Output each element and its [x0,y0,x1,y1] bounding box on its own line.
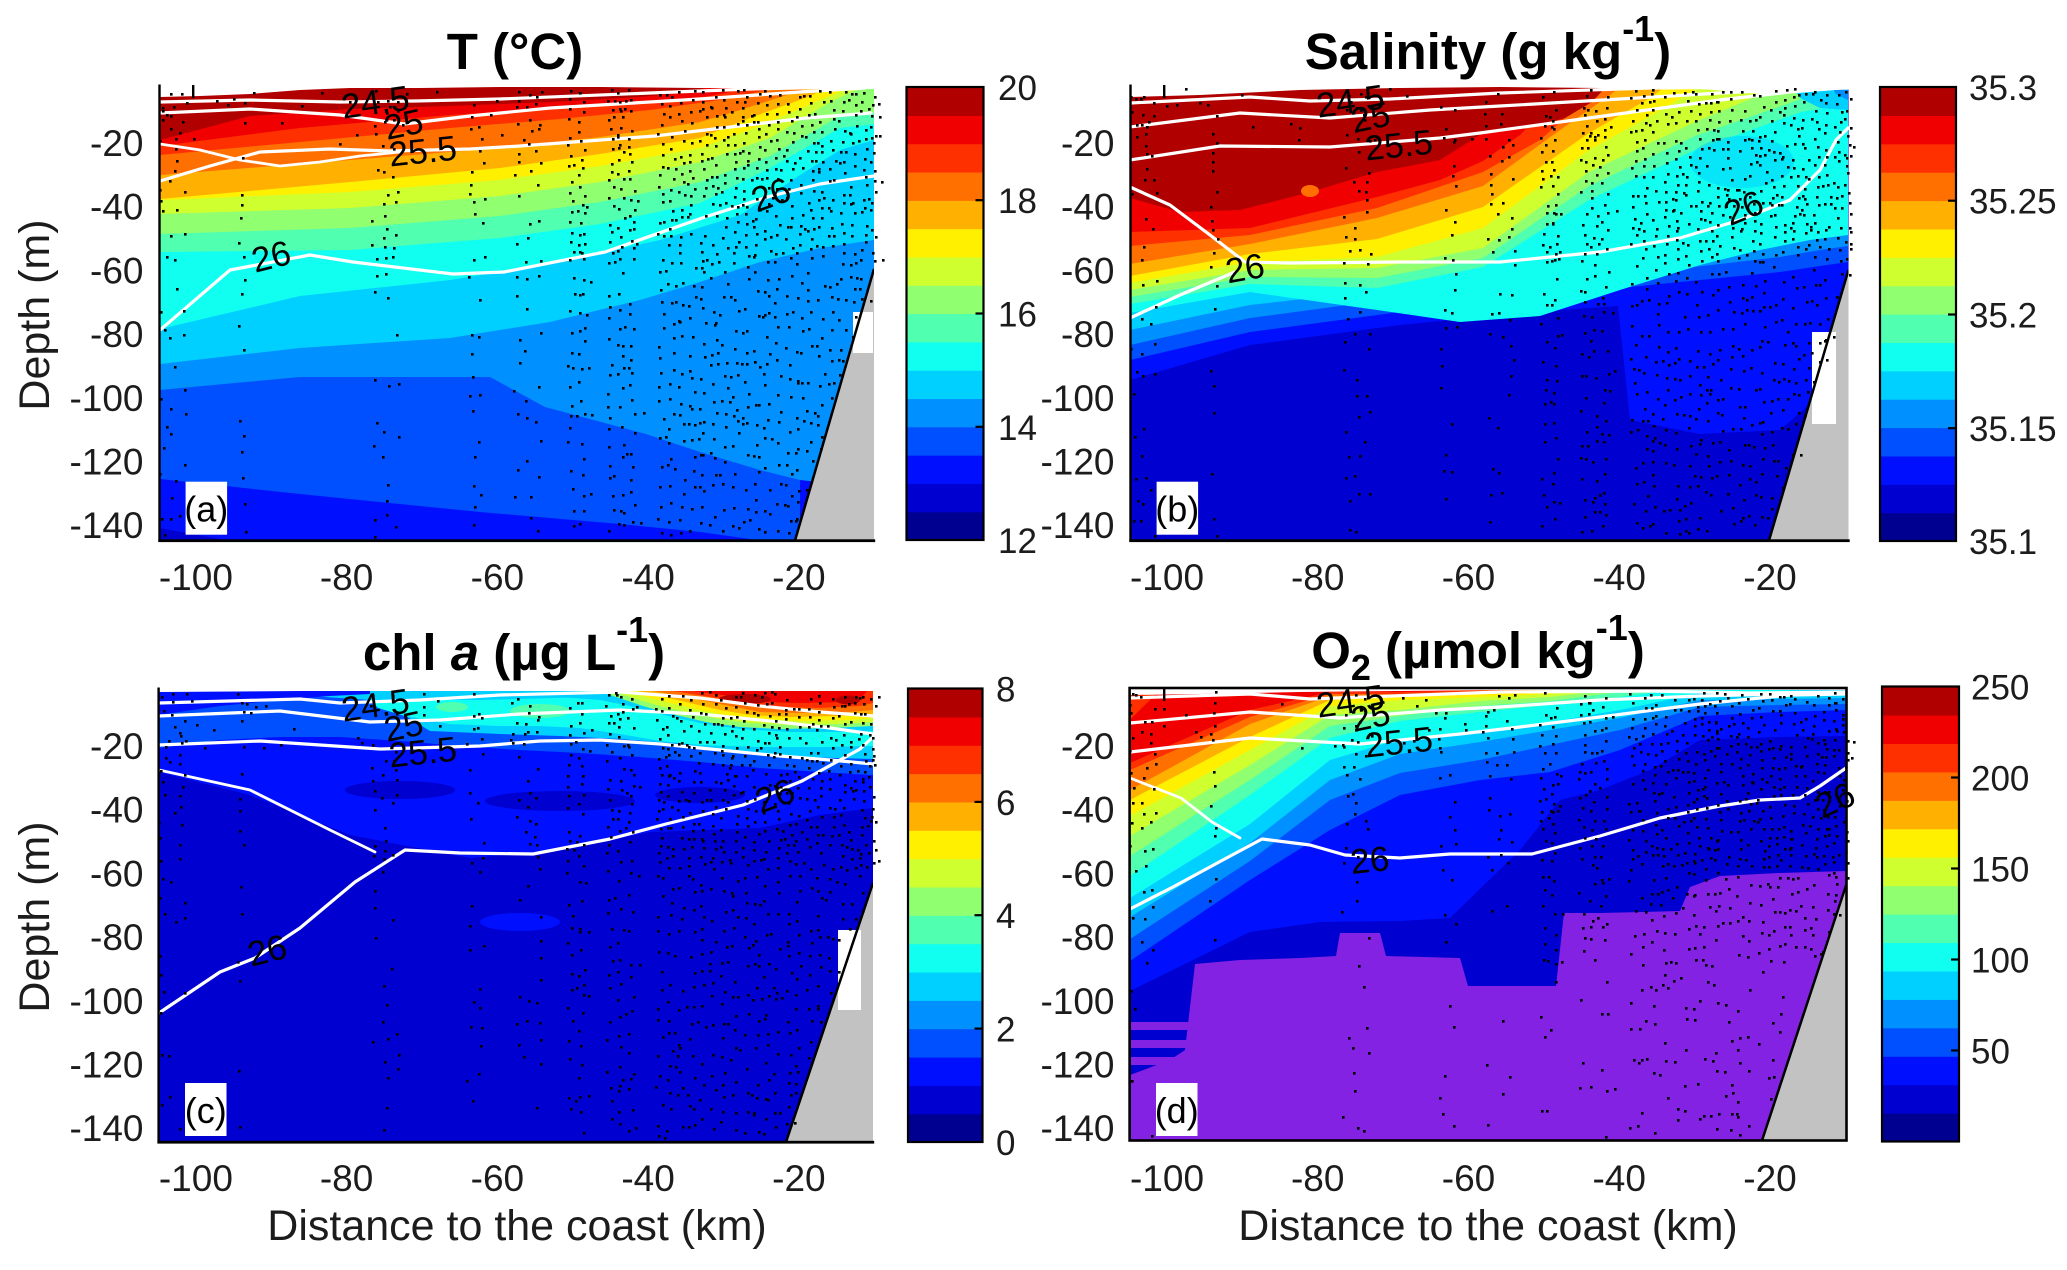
svg-text:Depth (m): Depth (m) [11,821,59,1012]
svg-text:14: 14 [998,409,1037,448]
svg-text:-120: -120 [1040,441,1114,482]
svg-text:-20: -20 [1061,726,1114,767]
svg-text:35.25: 35.25 [1969,183,2057,222]
svg-text:26: 26 [244,927,291,974]
svg-text:(b): (b) [1155,489,1199,530]
svg-text:25: 25 [1348,694,1394,740]
svg-text:12: 12 [998,522,1037,561]
svg-text:-100: -100 [69,981,143,1022]
svg-text:-40: -40 [1061,187,1114,228]
svg-text:-20: -20 [90,123,143,164]
svg-text:-20: -20 [1743,1158,1796,1199]
svg-text:50: 50 [1971,1033,2010,1072]
svg-text:-80: -80 [1061,917,1114,958]
svg-text:25.5: 25.5 [1363,720,1435,766]
svg-text:35.15: 35.15 [1969,410,2057,449]
svg-text:-60: -60 [90,853,143,894]
svg-text:-40: -40 [90,790,143,831]
svg-text:26: 26 [248,233,295,280]
svg-text:24.5: 24.5 [339,682,412,730]
svg-text:-80: -80 [1291,1158,1344,1199]
svg-text:35.1: 35.1 [1969,523,2037,562]
svg-text:-20: -20 [90,726,143,767]
svg-text:Distance to the coast (km): Distance to the coast (km) [267,1202,766,1250]
svg-text:25: 25 [381,102,427,148]
svg-text:0: 0 [996,1124,1015,1163]
svg-text:25.5: 25.5 [1363,123,1435,169]
svg-text:-20: -20 [1743,557,1796,598]
svg-text:250: 250 [1971,669,2029,708]
svg-text:-60: -60 [471,1158,524,1199]
svg-text:T (°C): T (°C) [447,23,584,80]
svg-text:25.5: 25.5 [387,129,459,175]
svg-text:-140: -140 [69,1108,143,1149]
svg-text:25: 25 [381,704,427,750]
svg-text:-60: -60 [1442,1158,1495,1199]
svg-text:18: 18 [998,182,1037,221]
svg-text:-140: -140 [1040,505,1114,546]
svg-text:-100: -100 [1130,1158,1204,1199]
svg-text:-120: -120 [1040,1044,1114,1085]
svg-text:200: 200 [1971,760,2029,799]
svg-text:-60: -60 [1061,853,1114,894]
svg-text:-80: -80 [320,557,373,598]
svg-text:2: 2 [996,1011,1015,1050]
svg-text:-40: -40 [1061,790,1114,831]
svg-text:20: 20 [998,69,1037,108]
svg-text:Depth (m): Depth (m) [11,219,59,410]
svg-text:-80: -80 [90,314,143,355]
svg-text:(c): (c) [185,1090,227,1131]
svg-text:6: 6 [996,784,1015,823]
svg-text:-40: -40 [621,557,674,598]
svg-text:-40: -40 [1592,557,1645,598]
svg-text:35.2: 35.2 [1969,297,2037,336]
svg-text:-60: -60 [90,250,143,291]
svg-text:24.5: 24.5 [1314,78,1387,126]
svg-text:-60: -60 [1442,557,1495,598]
svg-text:25: 25 [1348,95,1394,141]
svg-text:100: 100 [1971,942,2029,981]
svg-text:-140: -140 [1040,1108,1114,1149]
svg-text:26: 26 [1348,839,1391,882]
svg-text:-100: -100 [159,1158,233,1199]
svg-text:8: 8 [996,671,1015,710]
svg-text:-80: -80 [1291,557,1344,598]
svg-text:24.5: 24.5 [339,79,412,127]
svg-text:-20: -20 [772,557,825,598]
svg-text:(d): (d) [1155,1090,1199,1131]
svg-text:-140: -140 [69,505,143,546]
svg-text:-100: -100 [1130,557,1204,598]
svg-text:-120: -120 [69,1044,143,1085]
svg-text:-100: -100 [159,557,233,598]
svg-text:-100: -100 [1040,378,1114,419]
svg-text:150: 150 [1971,851,2029,890]
svg-text:-80: -80 [320,1158,373,1199]
svg-text:-120: -120 [69,441,143,482]
svg-text:-100: -100 [69,378,143,419]
svg-text:-20: -20 [1061,123,1114,164]
svg-text:-80: -80 [1061,314,1114,355]
svg-text:(a): (a) [184,489,228,530]
svg-text:-60: -60 [471,557,524,598]
svg-text:-100: -100 [1040,981,1114,1022]
svg-text:-40: -40 [621,1158,674,1199]
svg-text:35.3: 35.3 [1969,69,2037,108]
svg-text:24.5: 24.5 [1314,678,1387,726]
svg-text:25.5: 25.5 [387,730,459,776]
svg-text:4: 4 [996,897,1015,936]
svg-text:26: 26 [1222,246,1267,291]
svg-text:-20: -20 [772,1158,825,1199]
svg-text:-60: -60 [1061,250,1114,291]
svg-text:-40: -40 [90,187,143,228]
svg-text:-40: -40 [1592,1158,1645,1199]
svg-text:-80: -80 [90,917,143,958]
svg-text:Distance to the coast (km): Distance to the coast (km) [1238,1202,1737,1250]
svg-text:16: 16 [998,296,1037,335]
